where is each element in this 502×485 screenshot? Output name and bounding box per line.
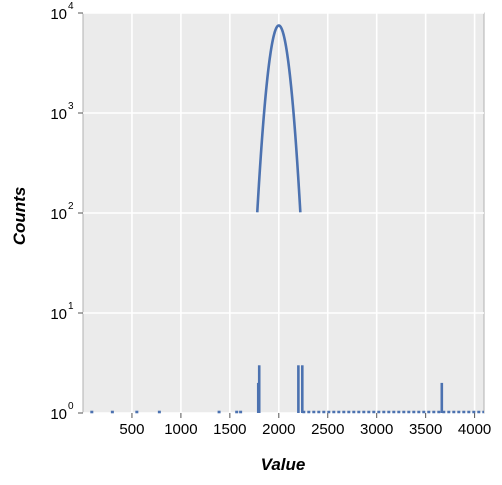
y-tick-exponent: 1 [68,301,74,312]
series-counts [90,24,484,414]
grid-lines [83,12,484,414]
peak-line [255,24,302,213]
y-tick-exponent: 0 [68,401,74,412]
x-axis-ticks: 500 1000 1500 2000 2500 3000 3500 4000 [119,413,491,438]
y-tick-exponent: 2 [68,201,74,212]
x-tick-label: 2500 [311,421,344,438]
y-tick-label: 10 [50,406,67,423]
x-tick-label: 3000 [360,421,393,438]
y-tick-exponent: 4 [68,1,74,12]
y-axis-title: Counts [10,187,29,246]
x-tick-label: 1500 [213,421,246,438]
y-tick-exponent: 3 [68,101,74,112]
y-tick-label: 10 [50,6,67,23]
x-tick-label: 1000 [164,421,197,438]
y-tick-label: 10 [50,106,67,123]
y-tick-label: 10 [50,206,67,223]
x-tick-label: 500 [119,421,144,438]
x-tick-label: 2000 [262,421,295,438]
x-tick-label: 4000 [458,421,491,438]
y-tick-label: 10 [50,306,67,323]
x-axis-title: Value [261,455,306,474]
x-tick-label: 3500 [409,421,442,438]
